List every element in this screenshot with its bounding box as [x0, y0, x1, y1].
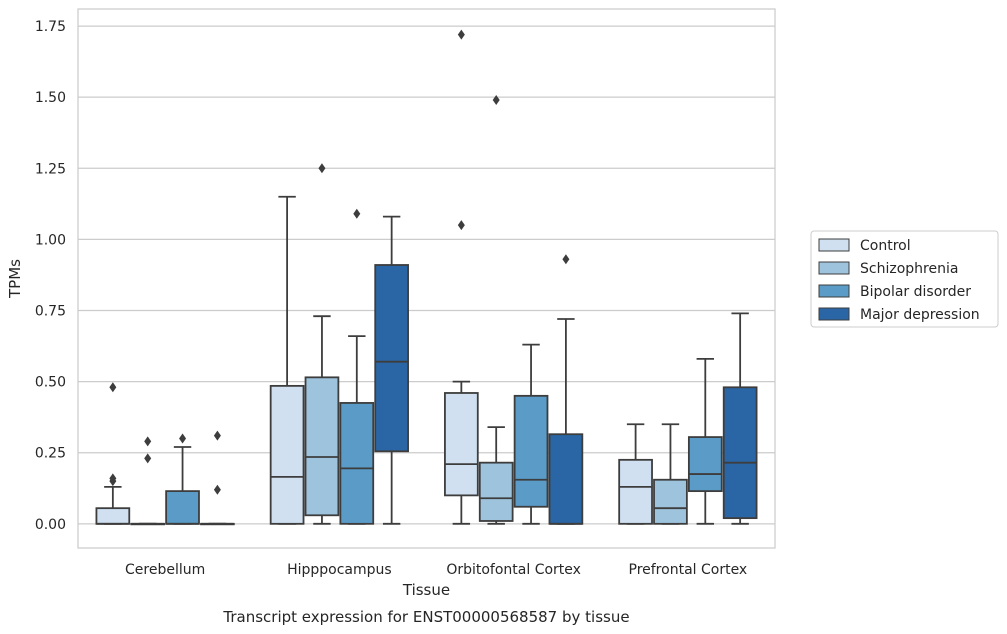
y-tick-label: 1.50 — [35, 90, 66, 106]
iqr-box — [722, 386, 758, 520]
box-major-depression — [722, 312, 758, 525]
legend-swatch — [818, 284, 850, 298]
y-tick-label: 1.00 — [35, 232, 66, 248]
legend-label: Control — [860, 238, 911, 254]
y-tick-labels: 0.00 0.25 0.50 0.75 1.00 1.25 1.50 1.75 — [35, 19, 66, 533]
outlier-point — [213, 484, 221, 495]
x-tick-labels: Cerebellum Hipppocampus Orbitofontal Corte… — [125, 562, 747, 578]
iqr-box — [548, 433, 584, 525]
legend-swatch — [818, 307, 850, 321]
iqr-box — [653, 478, 688, 525]
y-tick-label: 0.25 — [35, 446, 66, 462]
iqr-box — [374, 264, 409, 453]
y-tick-label: 1.75 — [35, 19, 66, 35]
box-series — [95, 29, 758, 526]
outlier-point — [144, 436, 152, 447]
box-major-depression — [548, 254, 584, 525]
y-tick-label: 0.75 — [35, 303, 66, 319]
outlier-point — [213, 430, 221, 441]
outlier-point — [318, 163, 326, 174]
box-control — [95, 382, 131, 525]
legend-label: Schizophrenia — [860, 261, 958, 277]
box-major-depression — [374, 215, 409, 525]
outlier-point — [144, 453, 152, 464]
box-control — [618, 423, 653, 525]
iqr-box — [478, 461, 514, 522]
iqr-box — [269, 384, 305, 525]
outlier-point — [109, 473, 117, 484]
iqr-box — [444, 392, 479, 497]
box-schizophrenia — [478, 95, 514, 525]
box-schizophrenia — [304, 163, 340, 525]
legend-label: Bipolar disorder — [860, 284, 971, 300]
outlier-point — [353, 208, 361, 219]
x-tick-label: Orbitofontal Cortex — [446, 562, 581, 578]
iqr-box — [339, 402, 375, 525]
outlier-point — [179, 433, 187, 444]
outlier-point — [457, 29, 465, 40]
box-control — [444, 29, 479, 525]
x-axis-label: Tissue — [402, 581, 450, 599]
outlier-point — [492, 95, 500, 106]
gridlines — [78, 25, 775, 525]
box-schizophrenia — [130, 436, 166, 526]
box-control — [269, 195, 305, 525]
y-tick-label: 0.00 — [35, 517, 66, 533]
legend: Control Schizophrenia Bipolar disorder Majo… — [810, 230, 999, 328]
y-tick-label: 1.25 — [35, 161, 66, 177]
box-schizophrenia — [653, 423, 688, 525]
legend-swatch — [818, 261, 850, 275]
outlier-point — [457, 220, 465, 231]
chart-caption: Transcript expression for ENST0000056858… — [222, 608, 629, 626]
iqr-box — [95, 507, 131, 525]
x-tick-label: Hipppocampus — [287, 562, 392, 578]
outlier-point — [562, 254, 570, 265]
box-bipolar-disorder — [339, 208, 375, 525]
x-tick-label: Cerebellum — [125, 562, 205, 578]
box-bipolar-disorder — [165, 433, 200, 525]
outlier-point — [109, 382, 117, 393]
x-tick-label: Prefrontal Cortex — [629, 562, 748, 578]
iqr-box — [304, 376, 340, 517]
box-major-depression — [200, 430, 235, 526]
legend-swatch — [818, 238, 850, 252]
plot-frame — [77, 8, 776, 549]
box-bipolar-disorder — [687, 357, 723, 525]
iqr-box — [618, 458, 653, 525]
iqr-box — [687, 436, 723, 493]
iqr-box — [513, 394, 549, 508]
legend-label: Major depression — [860, 307, 980, 323]
legend-frame — [810, 230, 999, 328]
box-bipolar-disorder — [513, 343, 549, 525]
y-axis-label: TPMs — [6, 259, 24, 299]
y-tick-label: 0.50 — [35, 375, 66, 391]
iqr-box — [165, 490, 200, 525]
